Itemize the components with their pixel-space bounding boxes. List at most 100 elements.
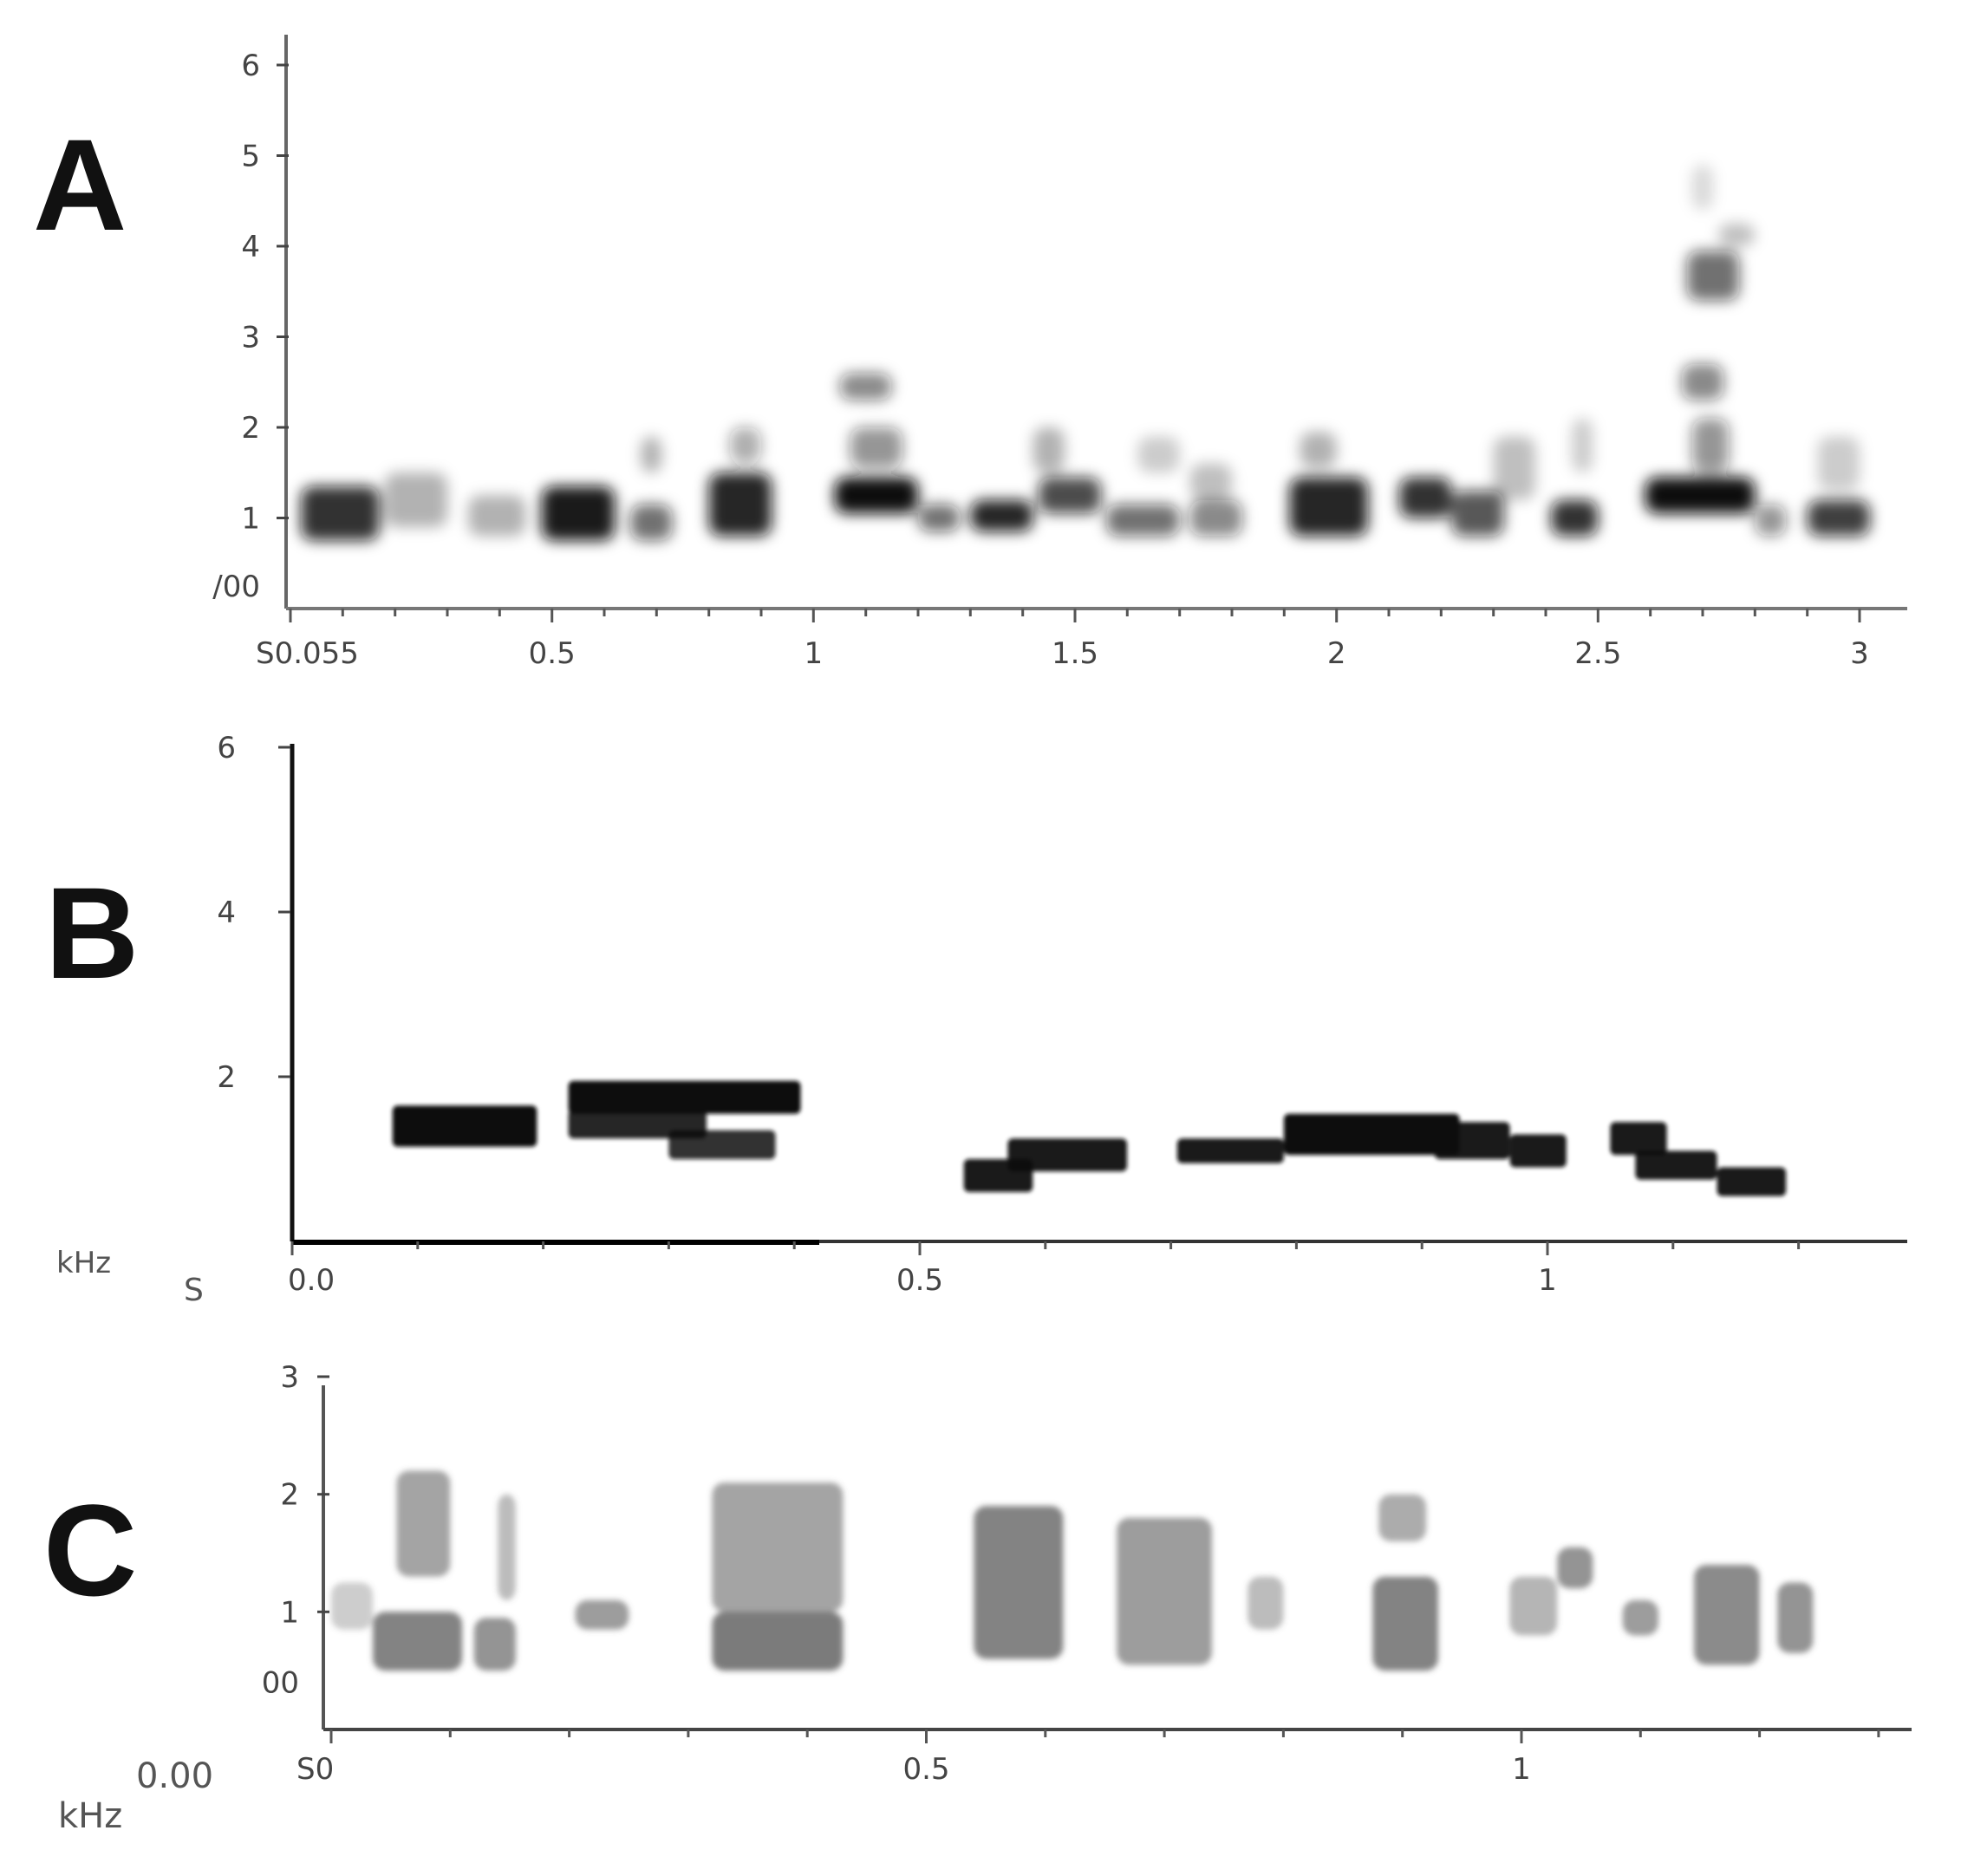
panel-a-note-24 xyxy=(1551,499,1599,537)
panel-a-note-3 xyxy=(541,485,616,541)
panel-c-note-9 xyxy=(1117,1517,1212,1665)
panel-a-y-tick-label: 1 xyxy=(241,502,260,537)
panel-a-note-2 xyxy=(468,495,526,537)
panel-a-note-27 xyxy=(1686,251,1740,301)
panel-a-note-32 xyxy=(1755,504,1787,537)
panel-a-note-13 xyxy=(1038,477,1102,514)
panel-c-note-13 xyxy=(1509,1576,1558,1636)
panel-a-note-23 xyxy=(1493,436,1535,500)
panel-a-x-ticks: S0.055 0.5 1 1.5 2 2.5 3 xyxy=(256,609,1869,671)
panel-c-y-tick-label: 3 xyxy=(280,1360,299,1395)
panel-b-note-9 xyxy=(1509,1134,1567,1168)
panel-a-note-11 xyxy=(918,504,961,532)
panel-a-note-22 xyxy=(1451,491,1504,537)
panel-a-note-4 xyxy=(630,504,673,541)
panel-a-note-33 xyxy=(1807,499,1871,537)
panel-c-note-7 xyxy=(712,1482,844,1612)
panel-b-note-8 xyxy=(1434,1122,1510,1160)
panel-b-y-ticks: 2 4 6 xyxy=(217,731,290,1095)
panel-b-y-tick-label: 4 xyxy=(217,896,236,930)
panel-a-notes xyxy=(301,164,1871,541)
panel-a-note-20 xyxy=(1300,432,1337,468)
panel-b-y-axis-label: kHz xyxy=(56,1246,111,1280)
panel-b-x-tick-label: 1 xyxy=(1538,1263,1557,1298)
panel-a-note-34 xyxy=(1817,436,1860,492)
panel-c-note-11 xyxy=(1372,1576,1438,1671)
panel-c-note-4 xyxy=(498,1494,516,1600)
panel-c-start-label: 0.00 xyxy=(136,1756,213,1796)
panel-a-note-29 xyxy=(1691,418,1730,473)
panel-a-y-tick-label: 6 xyxy=(241,49,260,83)
panel-b-y-tick-label: 6 xyxy=(217,731,236,765)
panel-b-x-tick-label: 0.5 xyxy=(896,1263,943,1298)
panel-a-note-8 xyxy=(834,477,918,514)
panel-a-x-tick-label: S0.055 xyxy=(256,636,359,671)
panel-c-notes xyxy=(331,1470,1814,1671)
panel-c-y-tick-label: 1 xyxy=(280,1595,299,1630)
panel-a-y-tick-label: 3 xyxy=(241,321,260,355)
panel-a-note-6 xyxy=(708,472,772,537)
panel-a-x-tick-label: 2.5 xyxy=(1574,636,1621,671)
panel-a-note-19 xyxy=(1289,477,1368,537)
panel-c-note-10 xyxy=(1248,1576,1284,1630)
panel-a-y-tick-label: 4 xyxy=(241,230,260,264)
panel-c-x-tick-label: S0 xyxy=(296,1752,334,1787)
panel-b-x-tick-label: 0.0 xyxy=(288,1263,335,1298)
panel-b-note-11 xyxy=(1635,1150,1717,1180)
panel-a-x-tick-label: 1.5 xyxy=(1052,636,1098,671)
panel-c-note-1 xyxy=(373,1612,463,1671)
panel-b-note-7 xyxy=(1283,1113,1460,1156)
panel-a-x-tick-label: 3 xyxy=(1850,636,1869,671)
panel-c-note-12 xyxy=(1378,1494,1427,1541)
panel-a-note-30 xyxy=(1718,223,1756,246)
panel-a-note-25 xyxy=(1572,418,1593,473)
panel-c-y-tick-label: 00 xyxy=(262,1666,299,1701)
panel-a-note-21 xyxy=(1399,477,1452,518)
panel-a-note-16 xyxy=(1137,436,1180,473)
panel-a: A S0.055 0.5 1 1.5 2 2.5 3 /00 1 2 3 4 5 6 xyxy=(33,35,1907,671)
panel-b-notes xyxy=(392,1080,1787,1196)
panel-a-note-5 xyxy=(641,436,662,473)
panel-b-x-ticks: 0.0 0.5 1 xyxy=(288,1241,1801,1298)
panel-a-y-tick-label: 5 xyxy=(241,140,260,174)
panel-c-note-15 xyxy=(1622,1599,1658,1636)
panel-c-note-14 xyxy=(1557,1547,1593,1589)
panel-c-y-axis-label: kHz xyxy=(58,1796,122,1836)
panel-b-note-10 xyxy=(1610,1122,1667,1156)
panel-b-note-3 xyxy=(668,1130,776,1160)
panel-c-note-16 xyxy=(1694,1565,1760,1665)
panel-a-note-15 xyxy=(1106,504,1180,537)
panel-c-y-ticks: 00 1 2 3 xyxy=(262,1360,329,1701)
panel-c-note-3 xyxy=(473,1618,516,1671)
panel-c-x-tick-label: 0.5 xyxy=(902,1752,949,1787)
panel-a-x-tick-label: 0.5 xyxy=(529,636,576,671)
panel-a-note-26 xyxy=(1645,477,1756,514)
panel-a-y-tick-label: 2 xyxy=(241,411,260,446)
panel-a-y-tick-label: /00 xyxy=(212,570,260,604)
panel-a-note-17 xyxy=(1189,499,1242,537)
panel-c-note-6 xyxy=(712,1612,844,1671)
panel-b-note-12 xyxy=(1717,1167,1787,1196)
panel-a-note-28 xyxy=(1681,363,1724,401)
panel-a-note-31 xyxy=(1691,164,1713,211)
panel-c-x-tick-label: 1 xyxy=(1512,1752,1531,1787)
panel-a-note-14 xyxy=(1033,427,1065,473)
panel-a-y-ticks: /00 1 2 3 4 5 6 xyxy=(212,49,289,604)
panel-b-note-5 xyxy=(1007,1138,1127,1172)
panel-b-y-tick-label: 2 xyxy=(217,1060,236,1095)
panel-c-note-17 xyxy=(1777,1582,1814,1653)
panel-a-x-tick-label: 1 xyxy=(804,636,823,671)
panel-a-note-18 xyxy=(1189,463,1232,500)
panel-letter-b: B xyxy=(45,860,139,1006)
panel-b-note-6 xyxy=(1176,1138,1284,1163)
panel-c-y-tick-label: 2 xyxy=(280,1478,299,1513)
panel-b-x-axis-label: S xyxy=(184,1273,204,1308)
panel-a-note-1 xyxy=(384,472,447,527)
panel-c-note-5 xyxy=(575,1599,629,1630)
panel-b-note-1 xyxy=(568,1080,801,1114)
panel-b: B 0.0 0.5 1 2 4 6 kHz S xyxy=(45,731,1907,1308)
panel-letter-a: A xyxy=(33,112,127,257)
panel-letter-c: C xyxy=(43,1477,137,1623)
panel-a-x-tick-label: 2 xyxy=(1327,636,1346,671)
panel-b-note-0 xyxy=(392,1105,537,1147)
